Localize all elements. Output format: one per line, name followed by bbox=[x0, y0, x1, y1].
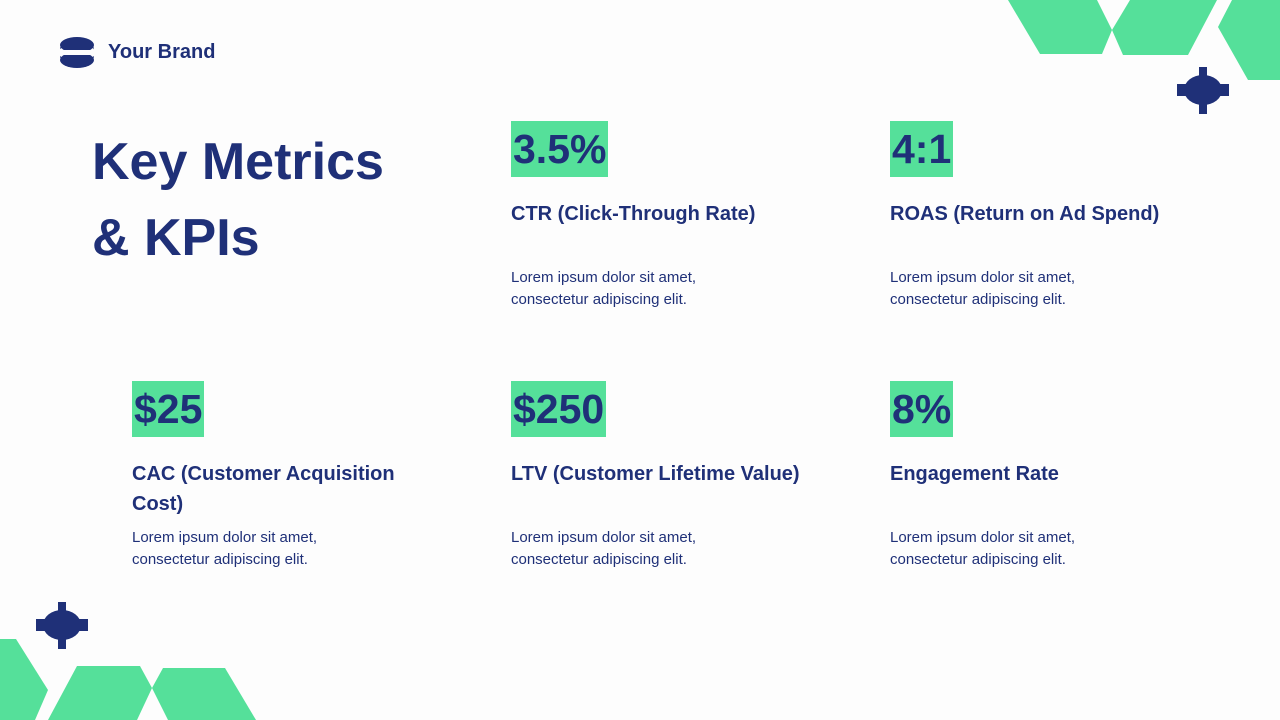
metric-value: 8% bbox=[890, 381, 954, 437]
metric-value: 4:1 bbox=[890, 121, 954, 177]
metric-description: Lorem ipsum dolor sit amet, consectetur a… bbox=[132, 529, 318, 568]
metric-card-engagement: 8% Engagement Rate Lorem ipsum dolor sit… bbox=[890, 381, 1190, 571]
metric-label: ROAS (Return on Ad Spend) bbox=[890, 203, 1160, 225]
brand-header: Your Brand bbox=[60, 36, 215, 69]
crosshair-icon bbox=[1177, 67, 1229, 114]
metric-description: Lorem ipsum dolor sit amet, consectetur a… bbox=[511, 269, 697, 308]
title-line-2: & KPIs bbox=[92, 209, 260, 267]
metric-label: CAC (Customer Acquisition Cost) bbox=[132, 463, 395, 515]
hexagon-shape bbox=[1112, 0, 1217, 55]
hexagon-shape bbox=[152, 668, 256, 720]
hexagon-shape bbox=[1008, 0, 1112, 54]
brand-name: Your Brand bbox=[108, 41, 216, 63]
metric-card-cac: $25 CAC (Customer Acquisition Cost) Lore… bbox=[132, 381, 432, 571]
hexagon-shape bbox=[0, 639, 48, 720]
hexagon-shape bbox=[1218, 0, 1280, 80]
title-line-1: Key Metrics bbox=[92, 133, 384, 191]
metric-value: $25 bbox=[132, 381, 205, 437]
brand-logo-icon bbox=[60, 37, 94, 68]
metric-card-ltv: $250 LTV (Customer Lifetime Value) Lorem… bbox=[511, 381, 811, 571]
metric-description: Lorem ipsum dolor sit amet, consectetur a… bbox=[511, 529, 697, 568]
metric-card-ctr: 3.5% CTR (Click-Through Rate) Lorem ipsu… bbox=[511, 121, 811, 311]
metric-description: Lorem ipsum dolor sit amet, consectetur a… bbox=[890, 269, 1076, 308]
metric-card-roas: 4:1 ROAS (Return on Ad Spend) Lorem ipsu… bbox=[890, 121, 1190, 311]
crosshair-icon bbox=[36, 602, 88, 649]
metric-value: 3.5% bbox=[511, 121, 609, 177]
hexagon-shape bbox=[48, 666, 152, 720]
metric-description: Lorem ipsum dolor sit amet, consectetur a… bbox=[890, 529, 1076, 568]
metric-label: LTV (Customer Lifetime Value) bbox=[511, 463, 800, 485]
metric-value: $250 bbox=[511, 381, 607, 437]
metric-label: CTR (Click-Through Rate) bbox=[511, 203, 756, 225]
page-title: Key Metrics & KPIs bbox=[92, 124, 384, 276]
metric-label: Engagement Rate bbox=[890, 463, 1059, 485]
